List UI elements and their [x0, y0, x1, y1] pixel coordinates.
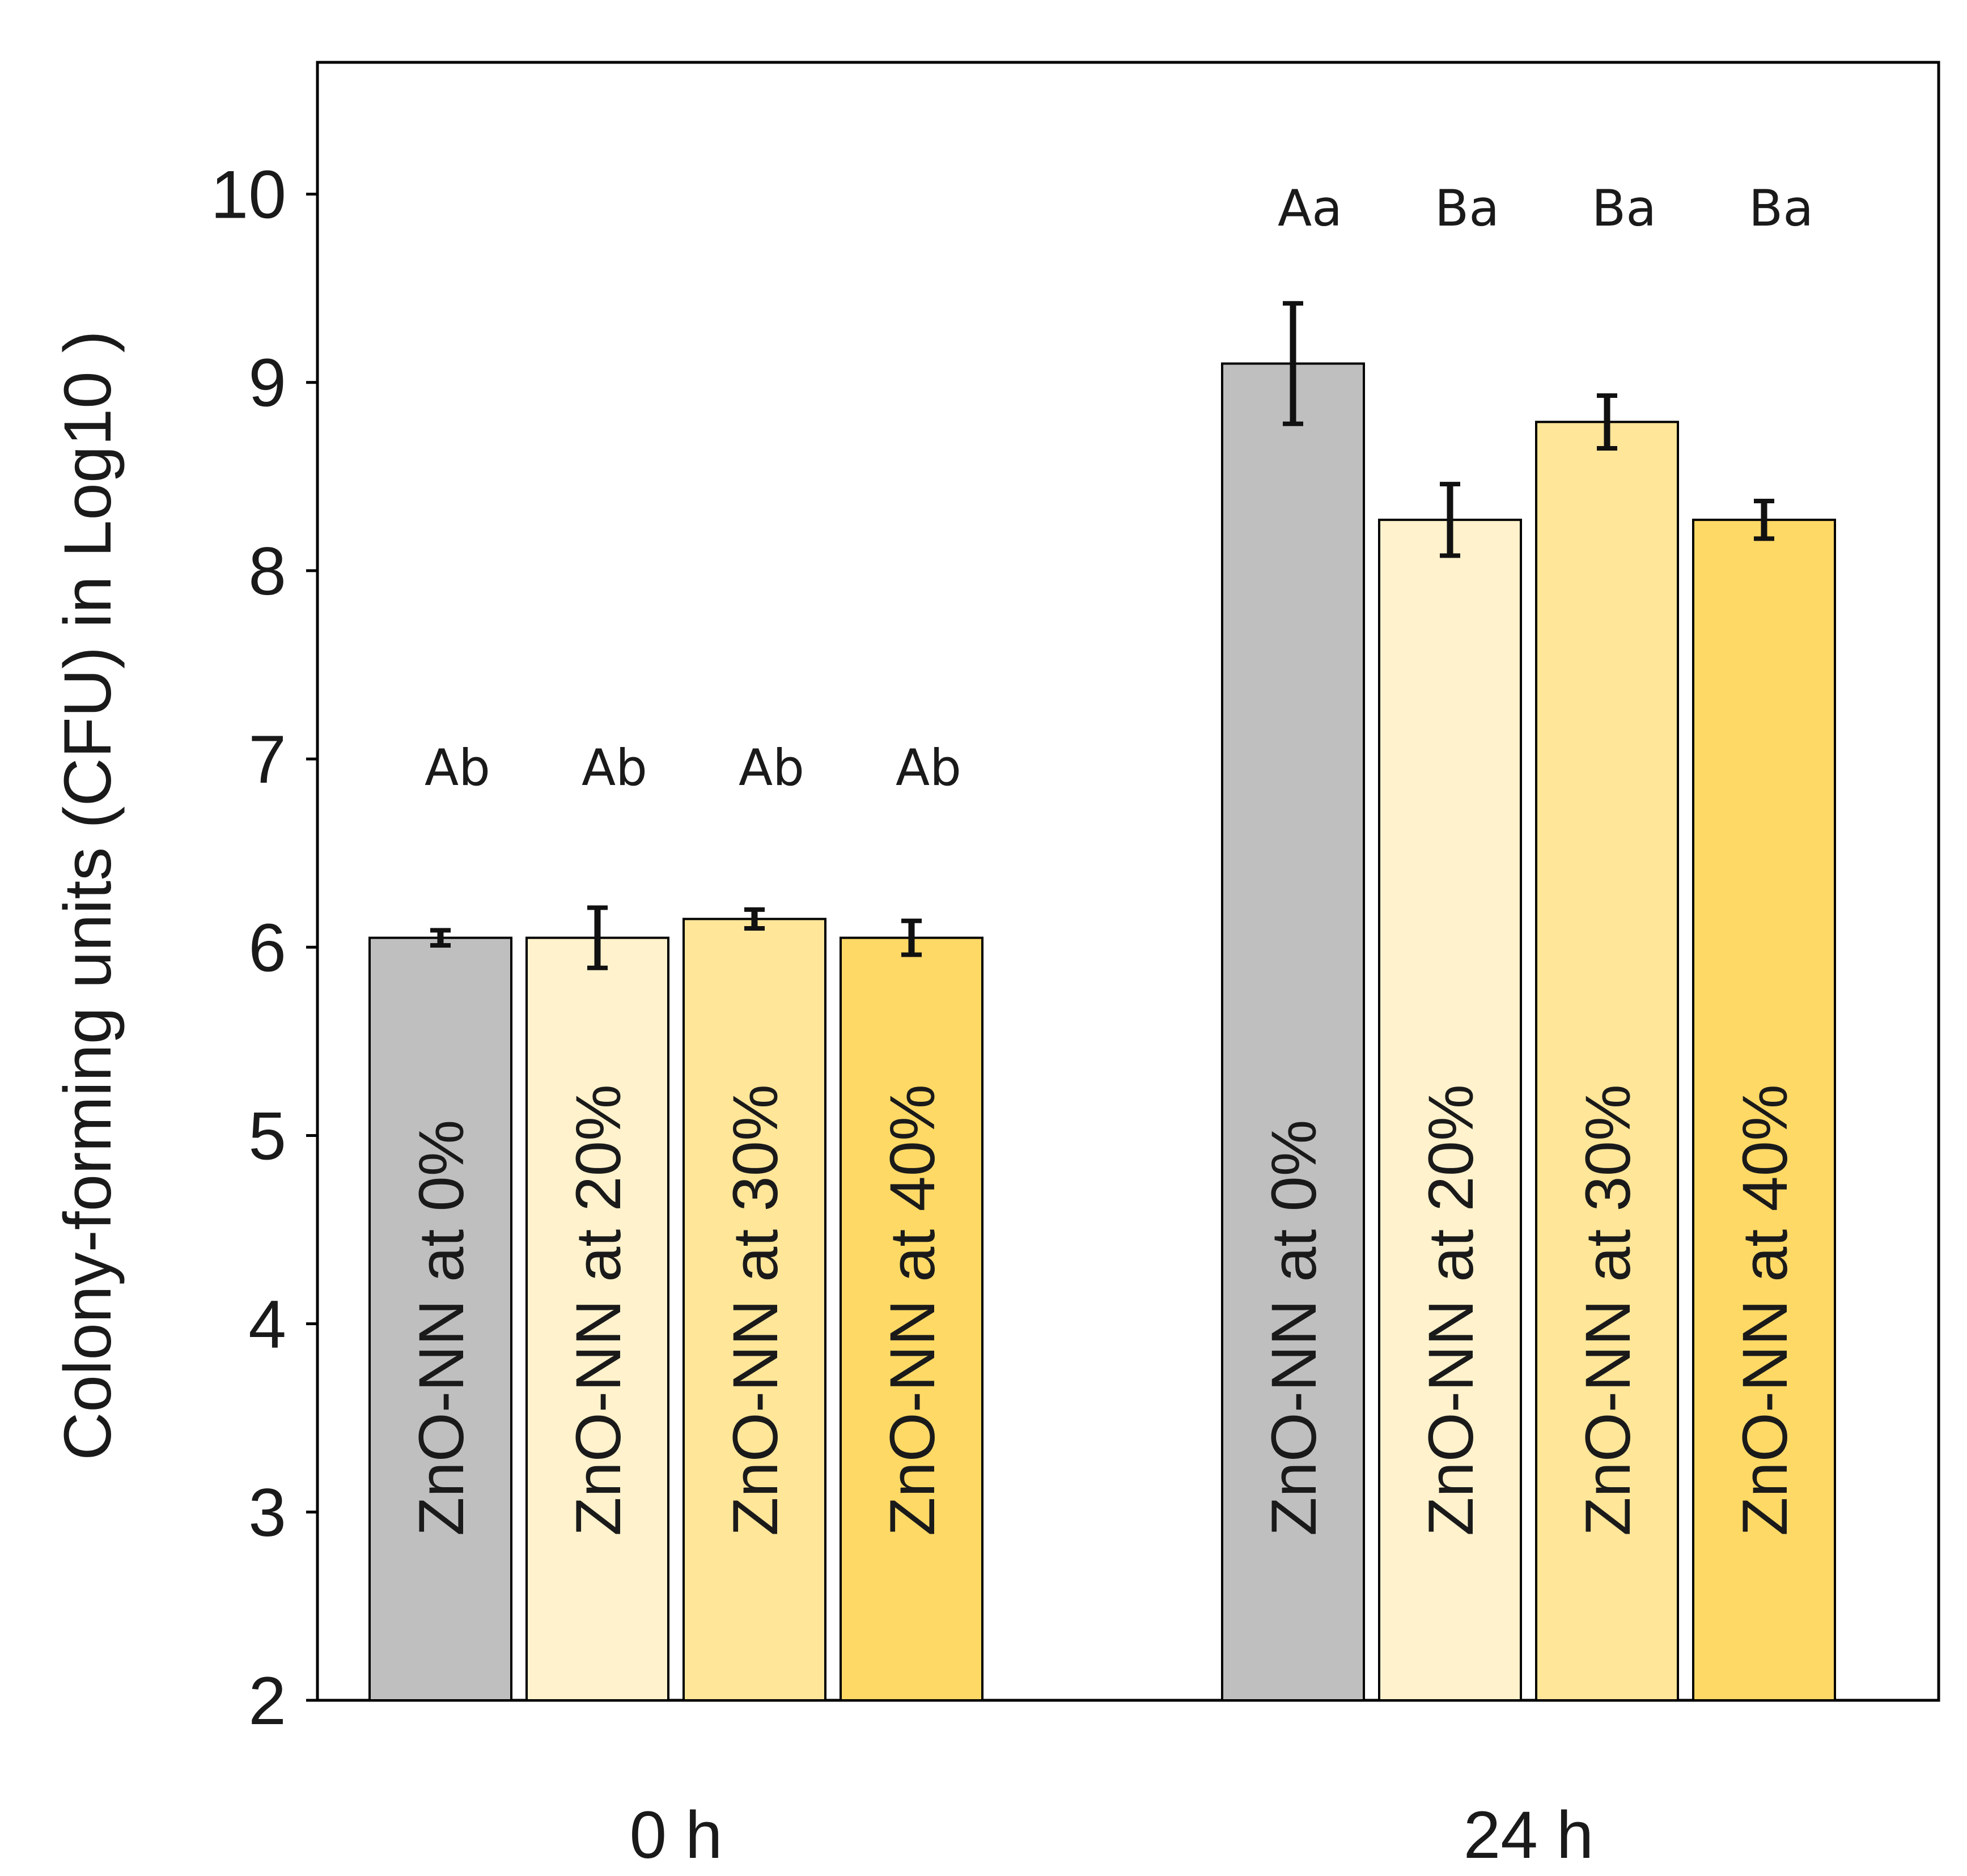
y-tick-label: 9 — [248, 345, 286, 421]
bar — [1692, 519, 1836, 1702]
bar — [1378, 519, 1522, 1702]
significance-letter: Aa — [1278, 179, 1342, 237]
y-axis-title: Colony-forming units (CFU) in Log10 ) — [50, 330, 125, 1461]
group-labels: 0 h 24 h — [629, 1798, 1593, 1873]
bar — [1221, 362, 1365, 1702]
bar-labels: ZnO-NN at 0% ZnO-NN at 20% ZnO-NN at 30% Zn… — [406, 1084, 1800, 1536]
bar — [840, 936, 983, 1701]
group-label: 24 h — [1464, 1798, 1594, 1873]
bar-category-label: ZnO-NN at 0% — [1258, 1120, 1329, 1536]
significance-letter: Ab — [425, 738, 490, 797]
bar-category-label: ZnO-NN at 40% — [877, 1084, 948, 1536]
y-axis-ticks: 2 3 4 5 6 7 8 9 10 — [211, 157, 317, 1739]
y-tick-label: 7 — [248, 721, 286, 797]
significance-letter: Ba — [1435, 179, 1499, 237]
significance-letters: Ab Ab Ab Ab Aa Ba Ba Ba — [425, 179, 1813, 797]
significance-letter: Ab — [582, 738, 647, 797]
y-tick-label: 3 — [248, 1475, 286, 1551]
bar-category-label: ZnO-NN at 20% — [563, 1084, 634, 1536]
bar-category-label: ZnO-NN at 40% — [1729, 1084, 1800, 1536]
bar-category-label: ZnO-NN at 30% — [720, 1084, 791, 1536]
bar-category-label: ZnO-NN at 20% — [1415, 1084, 1486, 1536]
bar-category-label: ZnO-NN at 0% — [406, 1120, 477, 1536]
significance-letter: Ba — [1749, 179, 1813, 237]
y-tick-label: 2 — [248, 1663, 286, 1739]
significance-letter: Ba — [1592, 179, 1656, 237]
plot-frame — [316, 61, 1940, 1702]
y-tick-label: 8 — [248, 533, 286, 609]
bar-category-label: ZnO-NN at 30% — [1572, 1084, 1643, 1536]
bar — [525, 936, 669, 1701]
significance-letter: Ab — [739, 738, 804, 797]
y-tick-label: 5 — [248, 1098, 286, 1174]
error-bars — [430, 301, 1774, 970]
y-tick-label: 10 — [211, 157, 286, 233]
group-label: 0 h — [629, 1798, 722, 1873]
y-tick-label: 4 — [248, 1287, 286, 1363]
bar — [1535, 421, 1679, 1702]
bar — [368, 936, 512, 1701]
y-tick-label: 6 — [248, 910, 286, 986]
bars — [368, 362, 1836, 1702]
significance-letter: Ab — [896, 738, 961, 797]
